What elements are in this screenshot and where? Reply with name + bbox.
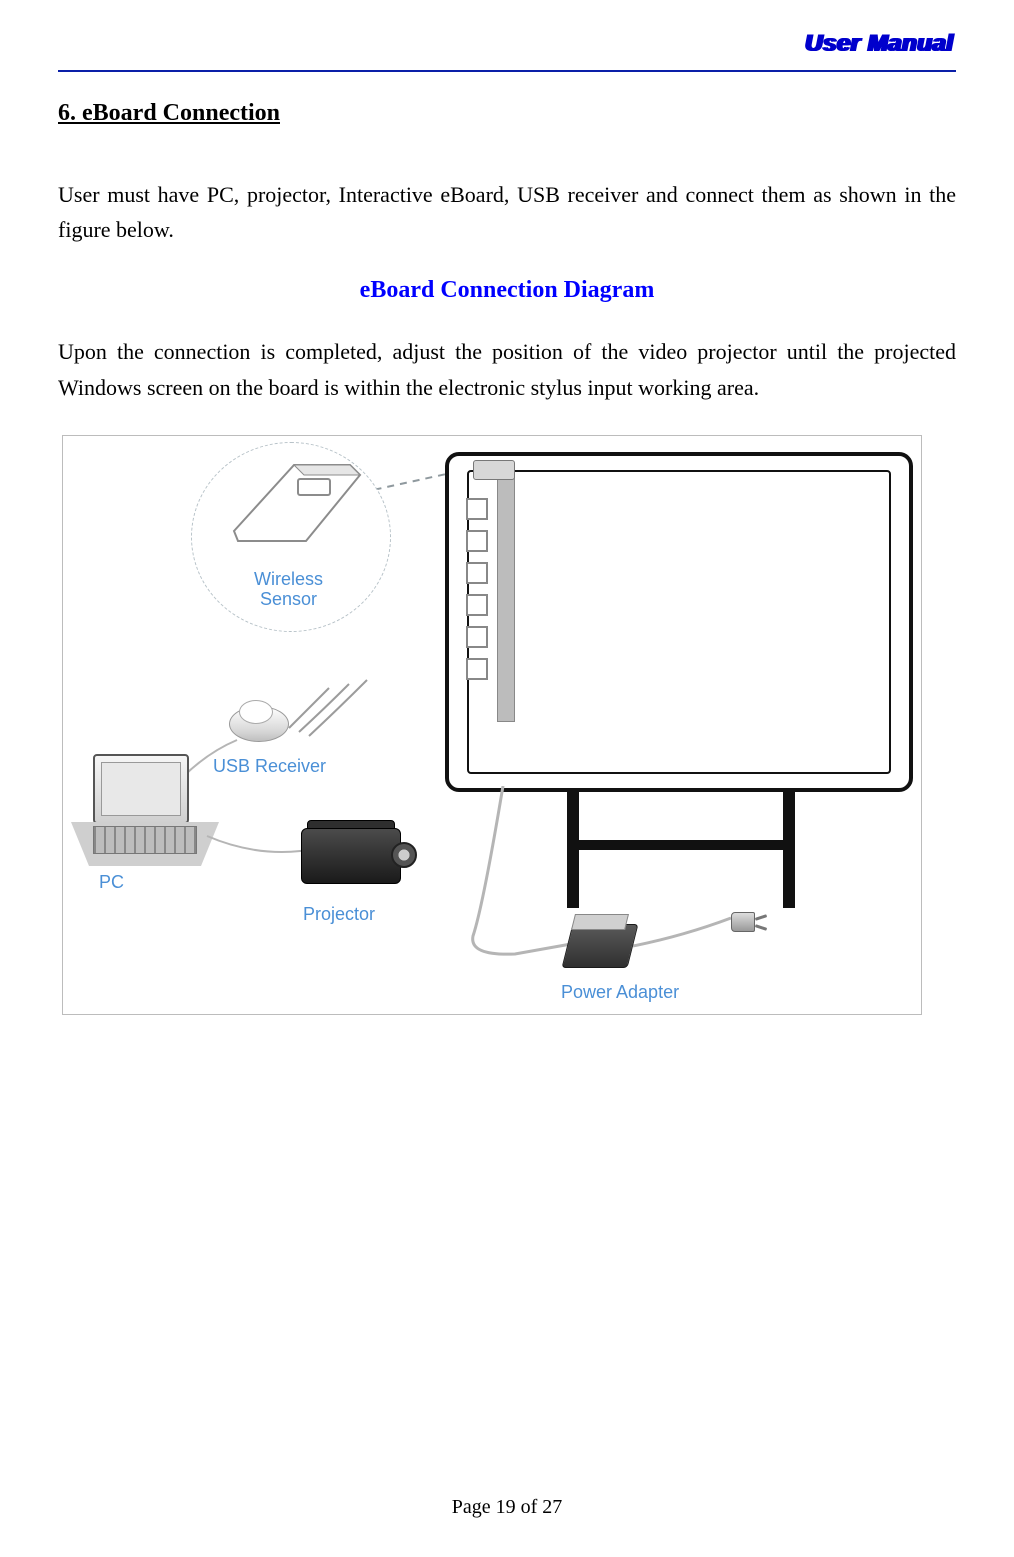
diagram-title: eBoard Connection Diagram [58, 277, 956, 304]
eboard-sensor-icon [473, 460, 515, 480]
wireless-waves-icon [279, 672, 369, 742]
header-title: User Manual [58, 30, 956, 58]
header-rule [58, 70, 956, 72]
connection-diagram: Wireless Sensor USB Receiver PC [62, 435, 922, 1015]
power-adapter-icon [567, 924, 633, 968]
wireless-sensor-callout: Wireless Sensor [191, 442, 391, 632]
instruction-paragraph: Upon the connection is completed, adjust… [58, 334, 956, 404]
power-plug-icon [731, 906, 771, 938]
pc-label: PC [99, 872, 124, 893]
page: User Manual 6. eBoard Connection User mu… [0, 0, 1014, 1557]
wireless-sensor-label: Wireless Sensor [254, 569, 323, 610]
section-heading: 6. eBoard Connection [58, 100, 956, 127]
page-footer: Page 19 of 27 [0, 1496, 1014, 1519]
eboard [445, 452, 913, 792]
intro-paragraph: User must have PC, projector, Interactiv… [58, 177, 956, 247]
power-adapter-label: Power Adapter [561, 982, 679, 1003]
power-cable [443, 786, 903, 986]
projector-label: Projector [303, 904, 375, 925]
wireless-sensor-label-line2: Sensor [254, 589, 323, 610]
projector-icon [301, 820, 417, 892]
wireless-sensor-label-line1: Wireless [254, 569, 323, 590]
eboard-buttons [466, 498, 494, 680]
pc-icon [65, 754, 225, 874]
wireless-sensor-icon [228, 457, 368, 557]
